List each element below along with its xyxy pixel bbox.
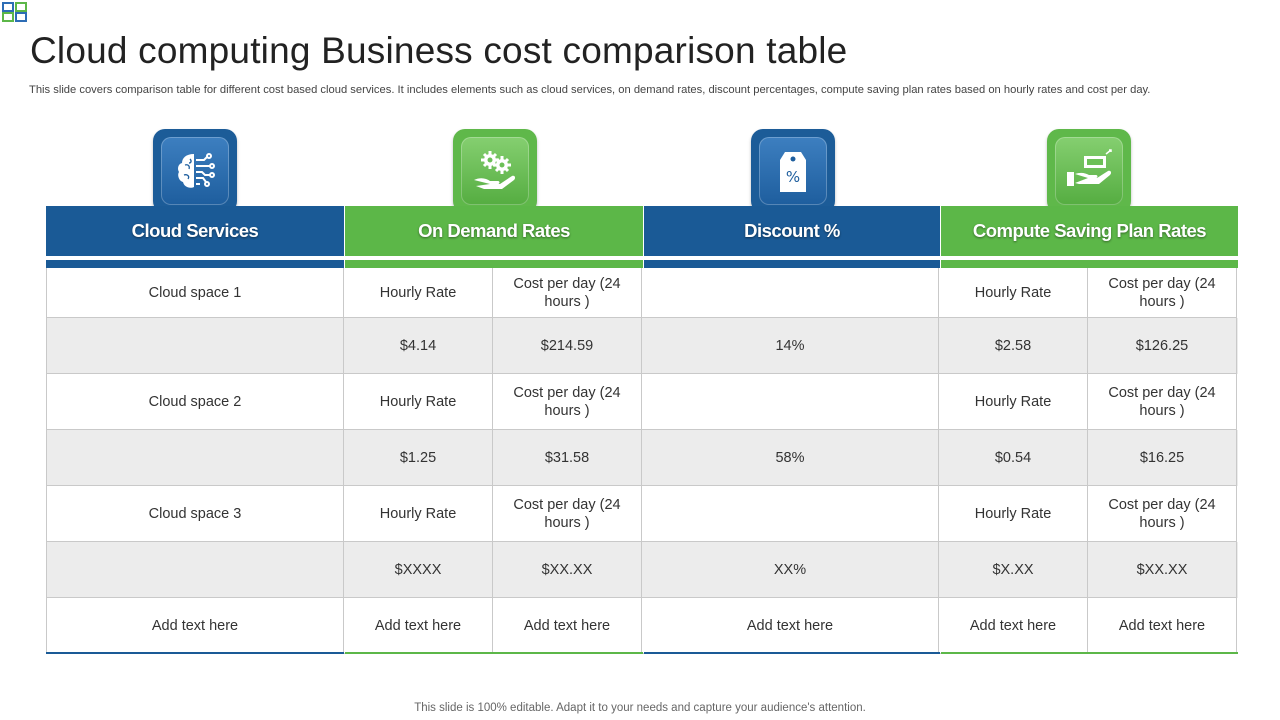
- table-row: $4.14 $214.59 14% $2.58 $126.25: [46, 318, 1238, 374]
- price-tag-percent-icon: %: [780, 152, 806, 192]
- table-bottom-line: [345, 652, 643, 654]
- table-cell: Add text here: [344, 598, 493, 654]
- comparison-table: Cloud space 1 Hourly Rate Cost per day (…: [46, 268, 1238, 654]
- table-cell: Hourly Rate: [344, 374, 493, 430]
- hand-gears-icon: [474, 151, 516, 189]
- table-cell: [46, 318, 344, 374]
- table-cell: $XX.XX: [493, 542, 642, 598]
- header-discount: Discount %: [644, 206, 940, 256]
- header-strip-green: [941, 260, 1238, 268]
- footer-note: This slide is 100% editable. Adapt it to…: [414, 702, 866, 714]
- table-cell: Cost per day (24 hours ): [493, 268, 642, 318]
- header-compute-saving-plan-rates: Compute Saving Plan Rates: [941, 206, 1238, 256]
- table-cell: 14%: [642, 318, 939, 374]
- table-cell: 58%: [642, 430, 939, 486]
- table-cell: $1.25: [344, 430, 493, 486]
- table-cell: Cloud space 2: [46, 374, 344, 430]
- svg-text:%: %: [786, 168, 800, 186]
- table-cell: $31.58: [493, 430, 642, 486]
- table-bottom-line: [941, 652, 1238, 654]
- page-title: Cloud computing Business cost comparison…: [30, 30, 848, 71]
- discount-icon-tile: %: [751, 129, 835, 213]
- table-cell: XX%: [642, 542, 939, 598]
- table-cell: Add text here: [939, 598, 1088, 654]
- table-cell: Add text here: [1088, 598, 1237, 654]
- table-cell: $0.54: [939, 430, 1088, 486]
- table-cell: Hourly Rate: [939, 268, 1088, 318]
- table-cell: [642, 268, 939, 318]
- table-cell: Hourly Rate: [939, 374, 1088, 430]
- header-strip-blue: [46, 260, 344, 268]
- table-cell: [642, 486, 939, 542]
- table-cell: [46, 542, 344, 598]
- header-strip-blue: [644, 260, 940, 268]
- table-cell: Cloud space 1: [46, 268, 344, 318]
- table-cell: Cloud space 3: [46, 486, 344, 542]
- brain-circuit-icon: [178, 153, 215, 188]
- table-cell: $214.59: [493, 318, 642, 374]
- table-bottom-line: [46, 652, 344, 654]
- on-demand-icon-tile: [453, 129, 537, 213]
- table-cell: Cost per day (24 hours ): [1088, 374, 1237, 430]
- header-cloud-services: Cloud Services: [46, 206, 344, 256]
- table-cell: [642, 374, 939, 430]
- table-cell: Cost per day (24 hours ): [493, 374, 642, 430]
- table-cell: Cost per day (24 hours ): [1088, 486, 1237, 542]
- table-cell: [46, 430, 344, 486]
- table-cell: Add text here: [493, 598, 642, 654]
- table-cell: Hourly Rate: [344, 486, 493, 542]
- table-cell: Hourly Rate: [939, 486, 1088, 542]
- table-cell: $126.25: [1088, 318, 1237, 374]
- page-subtitle: This slide covers comparison table for d…: [29, 84, 1151, 96]
- table-cell: Hourly Rate: [344, 268, 493, 318]
- table-row: $XXXX $XX.XX XX% $X.XX $XX.XX: [46, 542, 1238, 598]
- table-cell: Cost per day (24 hours ): [493, 486, 642, 542]
- table-row: Cloud space 2 Hourly Rate Cost per day (…: [46, 374, 1238, 430]
- header-strip-green: [345, 260, 643, 268]
- table-row: Add text here Add text here Add text her…: [46, 598, 1238, 654]
- table-row: Cloud space 1 Hourly Rate Cost per day (…: [46, 268, 1238, 318]
- table-row: Cloud space 3 Hourly Rate Cost per day (…: [46, 486, 1238, 542]
- table-cell: Add text here: [46, 598, 344, 654]
- table-cell: $XXXX: [344, 542, 493, 598]
- table-row: $1.25 $31.58 58% $0.54 $16.25: [46, 430, 1238, 486]
- cloud-services-icon-tile: [153, 129, 237, 213]
- table-cell: Add text here: [642, 598, 939, 654]
- table-cell: Cost per day (24 hours ): [1088, 268, 1237, 318]
- table-cell: $4.14: [344, 318, 493, 374]
- logo-icon: [2, 2, 27, 22]
- compute-saving-icon-tile: [1047, 129, 1131, 213]
- hand-money-icon: [1067, 149, 1112, 186]
- table-cell: $16.25: [1088, 430, 1237, 486]
- table-cell: $2.58: [939, 318, 1088, 374]
- header-on-demand-rates: On Demand Rates: [345, 206, 643, 256]
- table-cell: $X.XX: [939, 542, 1088, 598]
- table-bottom-line: [644, 652, 940, 654]
- table-cell: $XX.XX: [1088, 542, 1237, 598]
